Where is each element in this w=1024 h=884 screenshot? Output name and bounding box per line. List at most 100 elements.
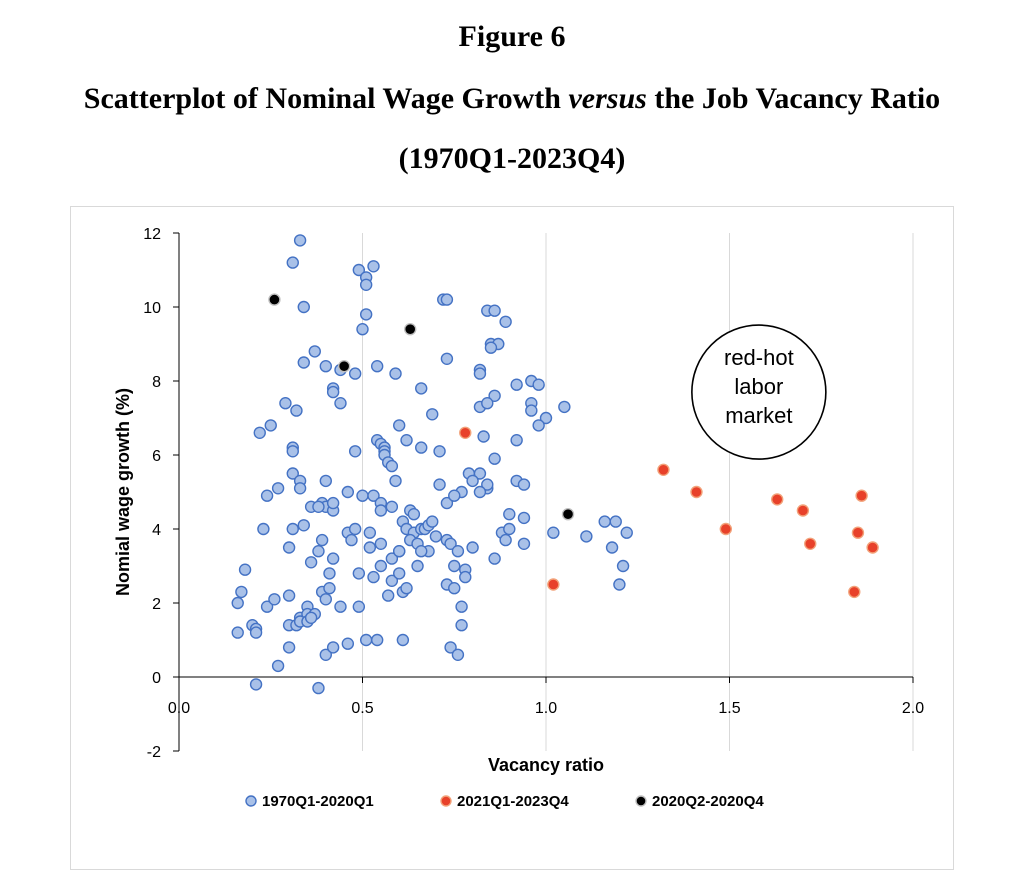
data-point-series-1 <box>345 533 358 547</box>
data-point-series-1 <box>517 511 531 525</box>
y-tick-label: 8 <box>152 374 161 391</box>
data-point-series-1 <box>253 426 266 440</box>
data-point-series-1 <box>580 530 593 543</box>
data-point-series-1 <box>359 633 373 647</box>
data-point-series-2 <box>804 537 817 550</box>
data-point-series-1 <box>415 545 428 558</box>
data-point-series-1 <box>488 389 501 403</box>
data-point-series-1 <box>356 489 369 502</box>
data-point-series-1 <box>532 419 545 432</box>
data-point-series-1 <box>451 545 465 558</box>
data-point-series-2 <box>851 526 865 539</box>
data-point-series-1 <box>488 304 501 317</box>
data-point-series-1 <box>385 574 399 587</box>
data-point-series-1 <box>352 600 366 613</box>
data-point-series-1 <box>249 626 263 639</box>
data-point-series-1 <box>532 378 545 391</box>
y-axis-title: Nomial wage growth (%) <box>113 388 133 596</box>
figure-heading-end: the Job Vacancy Ratio <box>646 82 941 115</box>
data-point-series-1 <box>286 256 299 269</box>
data-point-series-2 <box>459 426 472 440</box>
data-point-series-1 <box>517 537 531 550</box>
data-point-series-1 <box>473 485 487 499</box>
data-point-series-1 <box>356 322 369 336</box>
annotation-text: red-hot <box>724 345 794 370</box>
data-point-series-2 <box>771 493 784 506</box>
legend-label-1: 1970Q1-2020Q1 <box>262 793 374 810</box>
data-point-series-1 <box>381 589 395 602</box>
data-point-series-1 <box>319 648 333 661</box>
data-point-series-1 <box>393 567 406 580</box>
data-point-series-1 <box>484 341 498 354</box>
data-point-series-1 <box>385 459 399 473</box>
data-point-series-1 <box>503 508 516 521</box>
data-point-series-1 <box>268 593 281 606</box>
data-point-series-1 <box>257 522 270 536</box>
data-point-series-2 <box>719 522 733 536</box>
data-point-series-1 <box>312 500 325 513</box>
data-point-series-1 <box>319 474 333 488</box>
data-point-series-1 <box>499 315 512 329</box>
data-point-series-1 <box>334 600 347 613</box>
data-point-series-1 <box>444 641 457 654</box>
data-point-series-1 <box>326 385 340 399</box>
figure-period: (1970Q1-2023Q4) <box>398 142 626 175</box>
figure-heading-italic: versus <box>568 82 647 115</box>
legend-layer: 1970Q1-2020Q1 2021Q1-2023Q4 2020Q2-2020Q4 <box>245 793 764 810</box>
data-point-series-1 <box>312 681 325 695</box>
data-point-series-3 <box>268 293 281 306</box>
data-point-series-2 <box>796 504 810 517</box>
data-point-series-1 <box>448 582 461 595</box>
data-point-series-1 <box>304 611 318 624</box>
data-point-series-1 <box>367 570 380 584</box>
legend-marker-1 <box>245 795 257 807</box>
data-point-series-1 <box>407 508 421 521</box>
data-point-series-1 <box>348 522 362 536</box>
data-point-series-1 <box>389 474 402 488</box>
data-point-series-1 <box>282 589 296 602</box>
data-point-series-1 <box>293 482 307 495</box>
figure-heading: Scatterplot of Nominal Wage Growth versu… <box>0 82 1024 116</box>
data-point-series-1 <box>374 537 388 550</box>
data-point-series-1 <box>433 478 446 491</box>
data-point-series-1 <box>264 419 277 432</box>
data-point-series-1 <box>488 552 501 565</box>
y-tick-label: 0 <box>152 670 161 687</box>
data-point-series-1 <box>385 500 399 513</box>
data-point-series-1 <box>326 552 340 565</box>
data-point-series-1 <box>348 445 362 458</box>
data-point-series-1 <box>271 659 285 673</box>
data-point-series-1 <box>411 559 424 573</box>
y-tick-label: 6 <box>152 448 161 465</box>
data-point-series-1 <box>304 556 318 569</box>
data-point-series-1 <box>499 533 512 547</box>
data-point-series-1 <box>308 345 321 358</box>
data-point-series-3 <box>337 359 351 373</box>
data-point-series-3 <box>561 508 575 521</box>
annotation-text: labor <box>734 374 783 399</box>
data-point-series-1 <box>312 545 325 558</box>
data-point-series-1 <box>286 445 299 458</box>
data-point-series-1 <box>341 637 355 650</box>
legend-label-3: 2020Q2-2020Q4 <box>652 793 764 810</box>
data-point-series-2 <box>855 489 868 502</box>
chart-frame: 0.0 0.5 1.0 1.5 2.0 -2 0 2 4 6 8 10 12 Vacancy ratio N… <box>70 206 954 870</box>
data-point-series-1 <box>282 641 296 654</box>
data-point-series-1 <box>363 541 377 554</box>
data-point-series-1 <box>348 367 362 380</box>
data-point-series-1 <box>396 633 410 647</box>
grid-layer <box>362 233 914 751</box>
data-point-series-1 <box>426 408 439 421</box>
data-point-series-1 <box>440 496 454 510</box>
data-point-series-1 <box>400 582 413 595</box>
data-point-series-1 <box>517 478 531 491</box>
data-point-series-1 <box>616 559 630 573</box>
data-point-series-1 <box>389 367 402 380</box>
y-tick-label: 10 <box>143 300 161 317</box>
data-point-series-1 <box>488 452 501 465</box>
figure-heading-start: Scatterplot of Nominal Wage Growth <box>83 82 569 115</box>
data-point-series-1 <box>415 441 428 454</box>
data-point-series-1 <box>444 537 457 550</box>
data-point-series-1 <box>367 489 380 502</box>
